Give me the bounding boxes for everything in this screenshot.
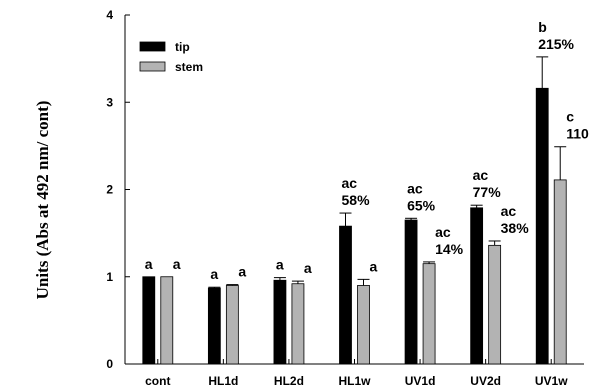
data-label-stem: a: [173, 256, 181, 272]
bars: [142, 56, 567, 365]
data-label-stem: c: [566, 109, 574, 125]
data-label-tip: 77%: [473, 184, 502, 200]
bar-stem: [160, 276, 174, 365]
x-tick-label: HL1d: [208, 374, 238, 388]
data-label-stem: 38%: [501, 220, 530, 236]
data-label-stem: 110%: [566, 126, 589, 142]
x-tick-label: UV1w: [535, 374, 568, 388]
legend-label-tip: tip: [175, 40, 190, 54]
y-tick-label: 4: [106, 8, 113, 22]
bar-tip: [273, 279, 287, 365]
x-tick-label: UV2d: [470, 374, 501, 388]
data-label-stem: ac: [435, 224, 451, 240]
bar-tip: [535, 87, 549, 365]
legend-swatch-stem: [139, 61, 166, 72]
data-label-tip: 215%: [538, 36, 574, 52]
bar-stem: [225, 285, 239, 365]
x-tick-label: HL1w: [338, 374, 371, 388]
data-label-stem: a: [370, 258, 378, 274]
data-label-stem: 14%: [435, 241, 464, 257]
bar-tip: [404, 219, 418, 365]
y-tick-label: 2: [106, 183, 113, 197]
x-tick-label: UV1d: [405, 374, 436, 388]
bar-tip: [142, 276, 156, 365]
data-label-tip: b: [538, 19, 547, 35]
data-label-stem: a: [238, 264, 246, 280]
bar-stem: [488, 244, 502, 365]
data-label-tip: ac: [473, 167, 489, 183]
legend: tip stem: [139, 40, 203, 74]
x-tick-label: cont: [145, 374, 170, 388]
y-tick-label: 1: [106, 270, 113, 284]
bar-stem: [357, 285, 370, 365]
y-axis-ticks: 0 1 2 3 4: [106, 8, 130, 371]
x-tick-label: HL2d: [274, 374, 304, 388]
data-label-stem: ac: [501, 203, 517, 219]
y-tick-label: 3: [106, 95, 113, 109]
bar-stem: [291, 283, 305, 365]
data-label-tip: a: [145, 256, 153, 272]
significance-annotations: a aa a a aac58%aac65%ac14%ac77%ac38%b215%c11…: [145, 19, 589, 282]
bar-stem: [553, 179, 567, 365]
bar-stem: [422, 263, 436, 365]
legend-label-stem: stem: [175, 60, 203, 74]
data-label-tip: a: [276, 257, 284, 273]
data-label-tip: 58%: [342, 192, 371, 208]
x-axis-ticks: cont HL1d HL2d HL1w UV1d UV2d UV1w: [145, 359, 568, 388]
y-tick-label: 0: [106, 357, 113, 371]
bar-tip: [470, 207, 484, 365]
y-axis-label: Units (Abs at 492 nm/ cont): [33, 101, 52, 300]
bar-tip: [339, 225, 352, 365]
legend-swatch-tip: [139, 41, 166, 52]
data-label-tip: a: [210, 266, 218, 282]
bar-tip: [207, 287, 221, 365]
data-label-tip: ac: [342, 175, 358, 191]
data-label-stem: a: [304, 260, 312, 276]
data-label-tip: 65%: [407, 197, 436, 213]
data-label-tip: ac: [407, 180, 423, 196]
